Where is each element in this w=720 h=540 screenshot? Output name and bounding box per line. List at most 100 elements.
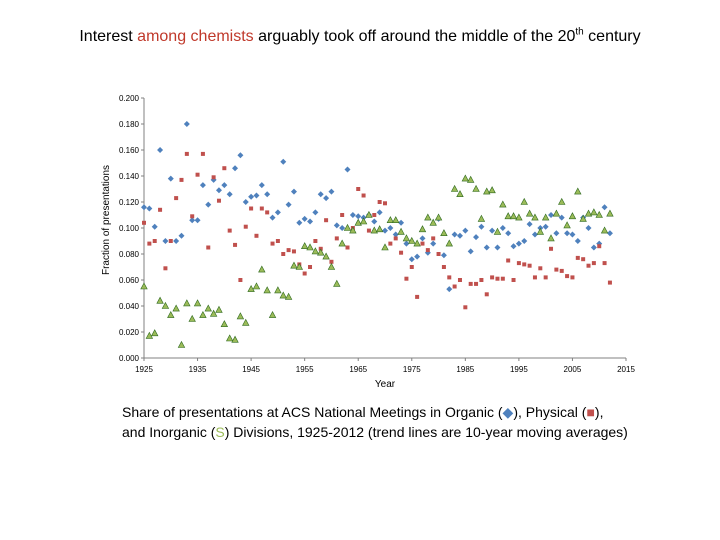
inorganic-point	[354, 218, 362, 226]
physical-point	[308, 265, 313, 269]
inorganic-point	[284, 292, 293, 300]
inorganic-point	[204, 304, 212, 312]
organic-point	[526, 221, 533, 228]
inorganic-point	[343, 223, 352, 231]
organic-point	[301, 215, 308, 222]
organic-point	[344, 166, 351, 173]
inorganic-point	[306, 243, 314, 251]
organic-point	[585, 225, 592, 231]
physical-point	[474, 281, 479, 286]
organic-point	[199, 182, 206, 189]
caption-text: ), Physical (	[513, 404, 587, 420]
inorganic-point	[172, 304, 180, 312]
inorganic-point	[365, 210, 373, 218]
organic-point	[510, 243, 517, 250]
physical-point	[243, 224, 248, 229]
inorganic-point	[268, 310, 277, 318]
physical-point	[372, 213, 377, 217]
inorganic-point	[445, 239, 453, 247]
inorganic-point	[536, 227, 545, 235]
organic-point	[242, 199, 249, 205]
physical-point	[142, 220, 146, 225]
inorganic-legend-marker: S	[215, 424, 225, 440]
physical-point	[286, 248, 291, 253]
inorganic-point	[199, 310, 207, 318]
y-tick-label: 0.160	[119, 146, 140, 155]
x-tick-label: 1975	[403, 365, 421, 374]
x-tick-label: 1995	[510, 365, 528, 374]
organic-point	[328, 188, 335, 195]
physical-point	[447, 275, 452, 280]
organic-point	[173, 238, 180, 244]
x-axis-ticks: 1925 1935 1945 1955 1965 1975 1985 1995 2005 2015	[135, 358, 635, 374]
organic-point	[349, 212, 356, 218]
inorganic-point	[338, 239, 346, 247]
x-tick-label: 1955	[296, 365, 314, 374]
organic-point	[355, 213, 362, 220]
inorganic-point	[531, 213, 539, 221]
physical-point	[366, 228, 371, 233]
physical-point	[425, 248, 430, 253]
inorganic-point	[322, 252, 330, 260]
figure-caption: Share of presentations at ACS National M…	[122, 402, 682, 442]
physical-point	[393, 236, 398, 241]
physical-point	[506, 258, 511, 263]
physical-point	[522, 262, 527, 267]
organic-point	[473, 234, 480, 241]
physical-point	[275, 239, 280, 243]
physical-point	[158, 207, 163, 212]
organic-point	[194, 217, 201, 224]
organic-point	[264, 191, 271, 198]
physical-point	[216, 198, 221, 203]
inorganic-point	[547, 234, 555, 242]
inorganic-point	[140, 282, 148, 290]
y-tick-label: 0.180	[119, 120, 140, 129]
inorganic-point	[370, 226, 378, 234]
organic-point	[317, 191, 324, 198]
organic-point	[414, 253, 421, 260]
inorganic-point	[300, 242, 309, 249]
physical-point	[441, 265, 446, 269]
organic-point	[499, 225, 506, 231]
inorganic-point	[466, 175, 475, 183]
inorganic-point	[402, 234, 411, 242]
organic-point	[285, 201, 292, 208]
organic-point	[382, 227, 388, 234]
organic-point	[323, 195, 330, 202]
physical-point	[184, 151, 189, 156]
inorganic-point	[381, 243, 389, 251]
inorganic-point	[397, 227, 405, 235]
organic-point	[601, 204, 608, 211]
inorganic-point	[574, 187, 582, 195]
physical-point	[586, 263, 591, 268]
organic-point	[574, 238, 581, 244]
inorganic-point	[488, 186, 496, 194]
physical-point	[490, 275, 495, 280]
physical-point	[238, 278, 243, 282]
physical-point	[527, 263, 532, 268]
physical-point	[597, 244, 602, 249]
inorganic-point	[461, 174, 470, 182]
organic-point	[141, 204, 147, 211]
physical-point	[543, 275, 548, 280]
inorganic-point	[156, 296, 164, 304]
inorganic-point	[290, 261, 298, 269]
physical-point	[200, 151, 205, 156]
physical-point	[249, 206, 254, 211]
organic-point	[296, 219, 303, 226]
inorganic-point	[424, 213, 432, 221]
organic-point	[430, 240, 437, 247]
physical-point	[324, 218, 329, 223]
y-tick-label: 0.020	[119, 328, 140, 337]
physical-point	[452, 284, 457, 289]
physical-point	[575, 255, 580, 260]
y-tick-label: 0.080	[119, 250, 140, 259]
title-text-before: Interest	[79, 28, 138, 45]
inorganic-point	[541, 213, 550, 221]
physical-point	[152, 239, 157, 243]
physical-point	[190, 214, 195, 219]
organic-point	[167, 175, 174, 182]
inorganic-point	[333, 279, 341, 287]
organic-point	[467, 248, 474, 255]
inorganic-point	[579, 214, 587, 222]
